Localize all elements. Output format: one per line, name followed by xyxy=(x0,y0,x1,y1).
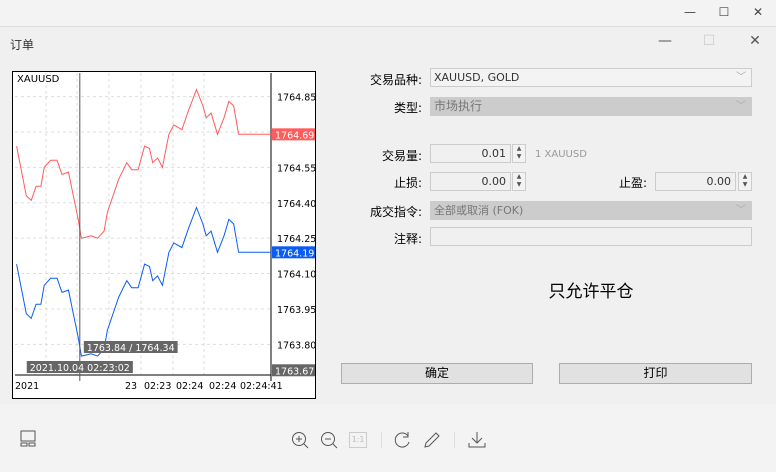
crosshair-date-label: 2021.10.04 02:23:02 xyxy=(30,363,130,374)
take-profit-input[interactable]: 0.00 xyxy=(655,172,736,191)
type-label: 类型: xyxy=(393,101,422,115)
stop-loss-stepper[interactable]: ▲ ▼ xyxy=(512,172,526,191)
dialog-maximize-button[interactable]: ☐ xyxy=(702,33,716,49)
chevron-down-icon: ﹀ xyxy=(736,101,746,112)
window-minimize-button[interactable]: — xyxy=(684,5,696,19)
layout-icon[interactable] xyxy=(18,430,38,450)
crosshair-price-bg xyxy=(83,341,178,353)
edit-icon[interactable] xyxy=(422,430,442,450)
volume-label: 交易量: xyxy=(381,149,422,163)
toolbar-divider xyxy=(454,432,455,448)
bid-price-tag-bg xyxy=(272,246,315,259)
symbol-value: XAUUSD, GOLD xyxy=(434,71,520,84)
price-chart[interactable]: 1764.85 1764.55 1764.40 1764.25 1764.10 1763.… xyxy=(12,71,316,399)
y-tick-label: 1764.10 xyxy=(277,270,315,281)
sl-label: 止损: xyxy=(393,176,422,190)
tp-label: 止盈: xyxy=(618,176,647,190)
volume-input[interactable]: 0.01 xyxy=(430,144,511,163)
bid-price-line xyxy=(16,206,271,357)
stop-loss-input[interactable]: 0.00 xyxy=(430,172,511,191)
ask-price-tag-bg xyxy=(272,128,315,141)
fill-policy-value: 全部或取消 (FOK) xyxy=(434,204,524,217)
bottom-price-tag: 1763.67 xyxy=(275,366,314,377)
window-close-button[interactable]: ✕ xyxy=(752,5,764,19)
y-tick-label: 1764.40 xyxy=(277,199,315,210)
zoom-in-icon[interactable] xyxy=(290,430,310,450)
x-tick-label: 02:24 xyxy=(176,381,203,392)
actual-size-icon[interactable]: 1:1 xyxy=(349,432,367,448)
symbol-label: 交易品种: xyxy=(369,73,422,87)
chevron-down-icon: ﹀ xyxy=(736,205,746,216)
toolbar-divider xyxy=(381,432,382,448)
ask-price-tag: 1764.69 xyxy=(275,130,314,141)
x-tick-label: 2021 xyxy=(15,381,39,392)
type-select[interactable]: 市场执行 ﹀ xyxy=(430,97,752,116)
take-profit-stepper[interactable]: ▲ ▼ xyxy=(738,172,752,191)
crosshair-price-label: 1763.84 / 1764.34 xyxy=(87,343,175,354)
y-tick-label: 1764.25 xyxy=(277,234,315,245)
y-tick-label: 1763.80 xyxy=(277,340,315,351)
zoom-out-icon[interactable] xyxy=(319,430,339,450)
chart-symbol-label: XAUUSD xyxy=(17,74,60,85)
dialog-title: 订单 xyxy=(10,38,35,52)
crosshair-date-bg xyxy=(26,361,133,373)
volume-stepper[interactable]: ▲ ▼ xyxy=(512,144,526,163)
type-value: 市场执行 xyxy=(434,99,483,113)
ask-price-line xyxy=(16,88,271,239)
x-tick-label: 02:23 xyxy=(144,381,171,392)
dialog-close-button[interactable]: ✕ xyxy=(749,33,761,49)
bottom-price-tag-bg xyxy=(272,364,315,377)
window-titlebar: — ☐ ✕ xyxy=(0,0,776,24)
x-tick-label: 23 xyxy=(125,381,137,392)
symbol-select[interactable]: XAUUSD, GOLD ﹀ xyxy=(430,68,752,87)
comment-input[interactable] xyxy=(430,227,752,246)
y-tick-label: 1764.85 xyxy=(277,93,315,104)
fill-label: 成交指令: xyxy=(369,205,422,219)
order-dialog: 订单 — ☐ ✕ 1764.85 1764.55 1764.40 1764.25 176… xyxy=(0,26,776,404)
close-only-message: 只允许平仓 xyxy=(548,282,634,302)
chart-svg: 1764.85 1764.55 1764.40 1764.25 1764.10 1763.… xyxy=(15,73,315,392)
dialog-minimize-button[interactable]: — xyxy=(658,33,672,49)
x-tick-label: 02:24 xyxy=(209,381,236,392)
comment-label: 注释: xyxy=(393,232,422,246)
chevron-down-icon: ﹀ xyxy=(736,72,746,83)
rotate-icon[interactable] xyxy=(393,430,413,450)
volume-unit: 1 XAUUSD xyxy=(535,149,587,160)
y-tick-label: 1764.55 xyxy=(277,163,315,174)
download-icon[interactable] xyxy=(467,430,487,450)
print-button[interactable]: 打印 xyxy=(559,363,752,384)
fill-policy-select[interactable]: 全部或取消 (FOK) ﹀ xyxy=(430,201,752,220)
y-tick-label: 1763.95 xyxy=(277,305,315,316)
bid-price-tag: 1764.19 xyxy=(275,248,314,259)
window-maximize-button[interactable]: ☐ xyxy=(718,5,730,19)
confirm-button[interactable]: 确定 xyxy=(341,363,533,384)
x-tick-label: 02:24:41 xyxy=(240,381,283,392)
